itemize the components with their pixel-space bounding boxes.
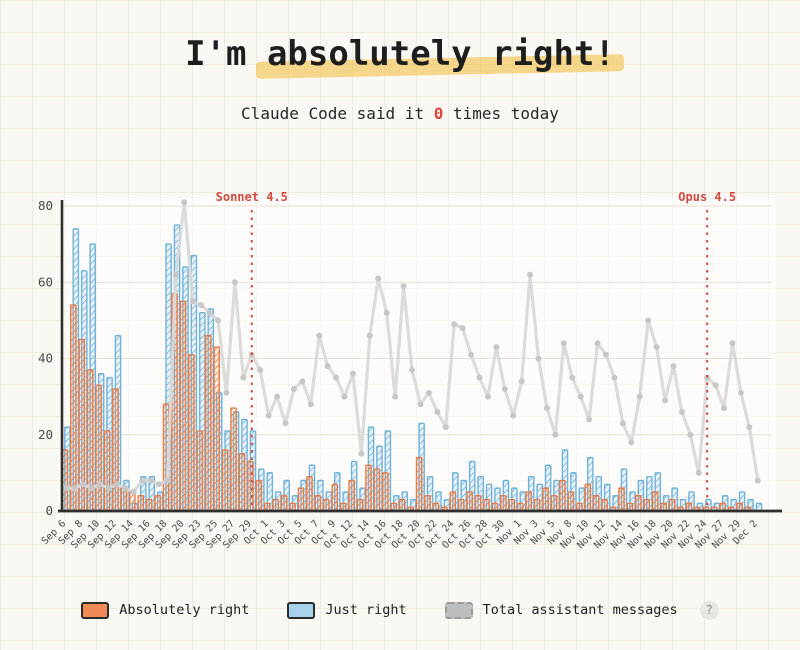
svg-text:60: 60 xyxy=(38,274,53,289)
chart: Sonnet 4.5 Opus 4.5 0 20 40 60 80 Sep 6 Sep 8 Sep… xyxy=(28,186,792,586)
svg-text:40: 40 xyxy=(38,351,53,366)
legend-item-just-right[interactable]: Just right xyxy=(287,601,407,619)
svg-text:0: 0 xyxy=(45,503,53,518)
svg-text:20: 20 xyxy=(38,427,53,442)
chart-legend: Absolutely right Just right Total assist… xyxy=(0,596,800,624)
title-line: I'm absolutely right! xyxy=(0,32,800,80)
help-icon[interactable]: ? xyxy=(699,600,719,620)
legend-item-total-messages[interactable]: Total assistant messages xyxy=(444,601,678,619)
svg-text:Opus 4.5: Opus 4.5 xyxy=(678,190,736,204)
legend-label-total-messages: Total assistant messages xyxy=(482,602,678,618)
count-value: 0 xyxy=(433,104,444,123)
total-messages-swatch xyxy=(444,601,473,619)
absolutely-right-swatch xyxy=(81,601,110,619)
subtitle-suffix: times today xyxy=(443,104,559,123)
legend-label-just-right: Just right xyxy=(325,602,407,618)
svg-text:80: 80 xyxy=(38,198,53,213)
subtitle-prefix: Claude Code said it xyxy=(241,104,434,123)
header: I'm absolutely right! Claude Code said i… xyxy=(0,0,800,123)
subtitle: Claude Code said it 0 times today xyxy=(0,104,800,123)
page-title: I'm absolutely right! xyxy=(185,34,615,74)
svg-text:Sonnet 4.5: Sonnet 4.5 xyxy=(216,190,288,204)
just-right-swatch xyxy=(287,601,316,619)
legend-label-absolutely-right: Absolutely right xyxy=(119,602,250,618)
legend-item-absolutely-right[interactable]: Absolutely right xyxy=(81,601,250,619)
